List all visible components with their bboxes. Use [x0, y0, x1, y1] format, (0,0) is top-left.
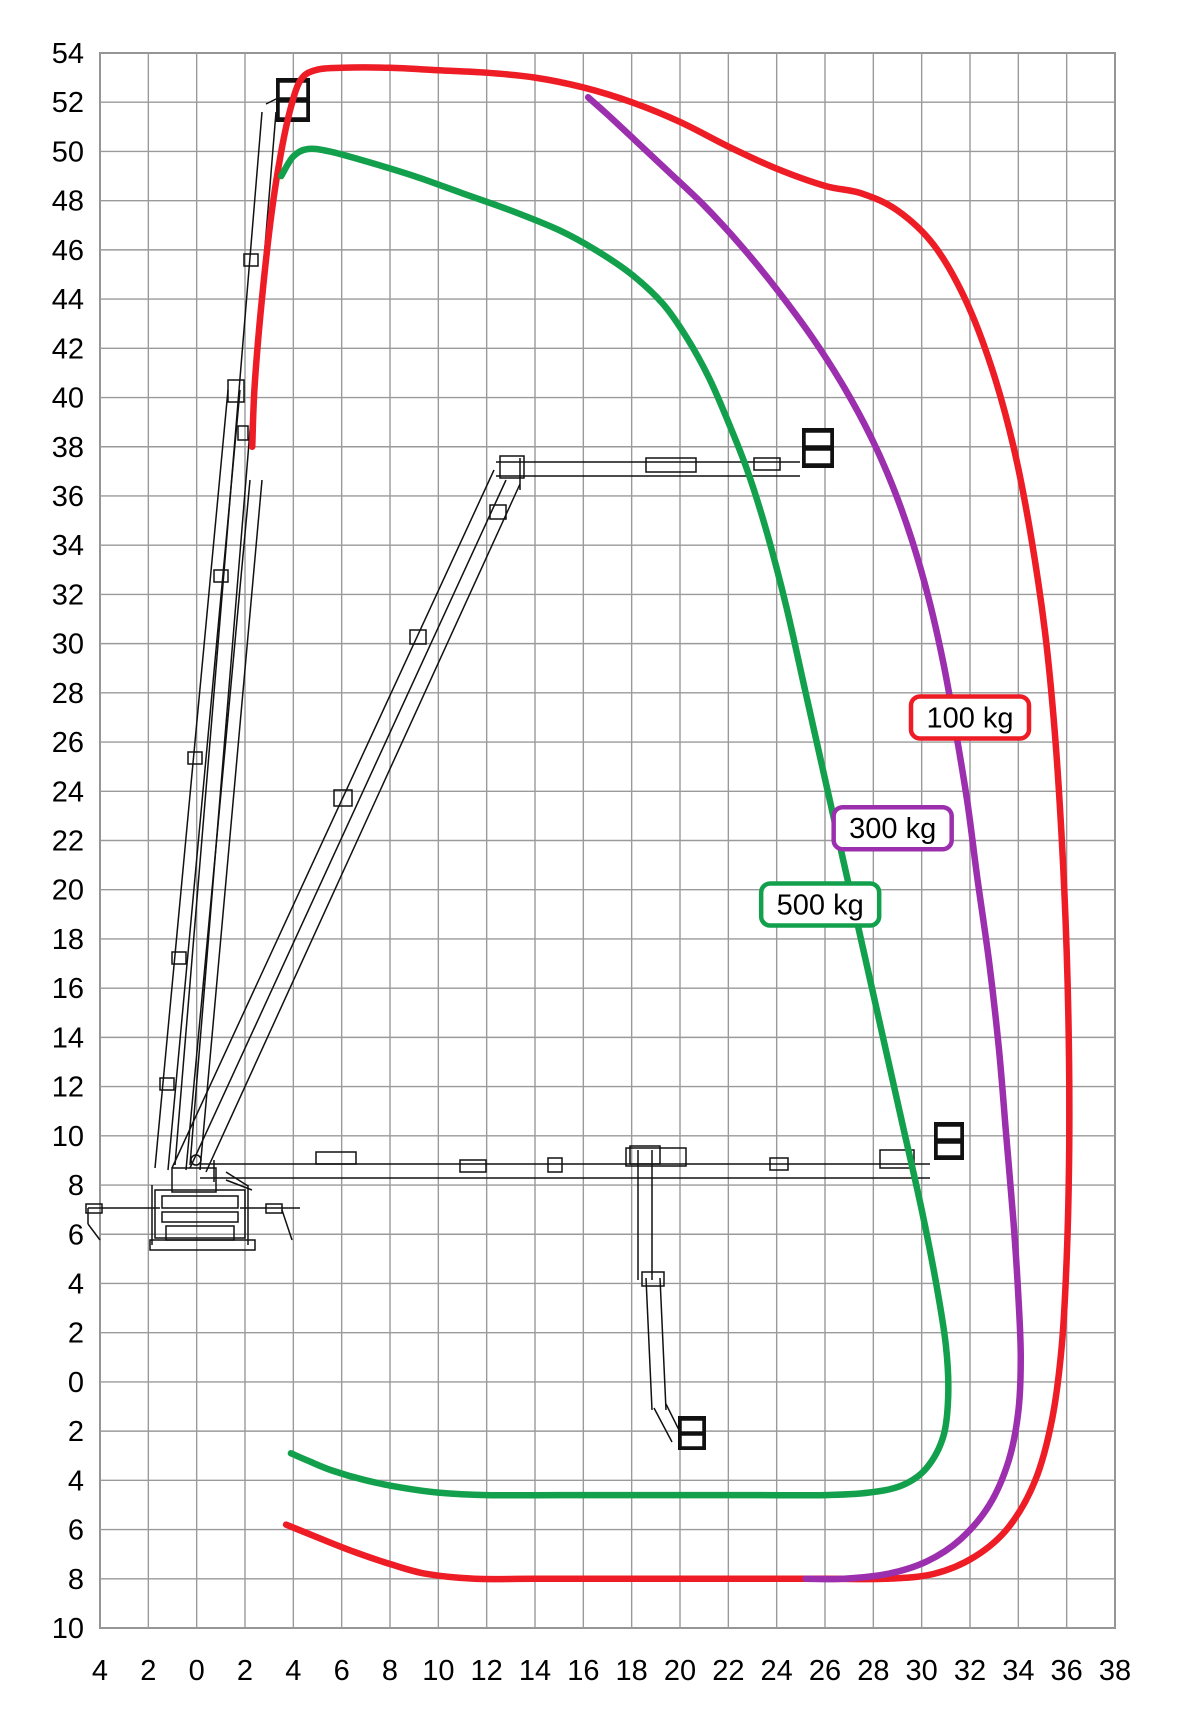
y-axis-tick-label: 52: [52, 87, 84, 119]
y-axis-tick-label: 24: [52, 776, 84, 808]
legend-label-500-kg: 500 kg: [777, 889, 864, 921]
load-curves: [249, 64, 1073, 1583]
x-axis-tick-label: 6: [334, 1655, 350, 1687]
y-axis-tick-label: 16: [52, 973, 84, 1005]
legend: 100 kg 300 kg 500 kg: [758, 694, 1032, 928]
y-axis-tick-label: 30: [52, 629, 84, 661]
y-axis-tick-label: 2: [68, 1416, 84, 1448]
y-axis-tick-label: 20: [52, 875, 84, 907]
x-axis-tick-label: 26: [809, 1655, 841, 1687]
load-curve-300-kg: [584, 94, 1024, 1583]
x-axis-tick-label: 8: [382, 1655, 398, 1687]
x-axis-tick-label: 2: [237, 1655, 253, 1687]
y-axis-tick-label: 42: [52, 333, 84, 365]
y-axis-tick-label: 36: [52, 481, 84, 513]
y-axis-tick-label: 46: [52, 235, 84, 267]
x-axis-tick-label: 2: [140, 1655, 156, 1687]
y-axis-tick-label: 48: [52, 186, 84, 218]
x-axis-tick-label: 12: [471, 1655, 503, 1687]
y-axis-tick-label: 12: [52, 1072, 84, 1104]
x-axis-tick-label: 10: [422, 1655, 454, 1687]
load-curve-500-kg: [278, 145, 952, 1499]
axis-tick-labels: 5452504846444240383634323028262422201816…: [52, 38, 1131, 1687]
machine-illustration-chassis: [85, 1154, 300, 1251]
y-axis-tick-label: 0: [68, 1367, 84, 1399]
x-axis-tick-label: 16: [567, 1655, 599, 1687]
x-axis-tick-label: 28: [857, 1655, 889, 1687]
load-curve-100-kg: [249, 64, 1073, 1583]
y-axis-tick-label: 54: [52, 38, 84, 70]
x-axis-tick-label: 30: [906, 1655, 938, 1687]
y-axis-tick-label: 44: [52, 284, 84, 316]
basket-mid-outline: [804, 431, 832, 465]
y-axis-tick-label: 10: [52, 1613, 84, 1645]
x-axis-tick-label: 36: [1051, 1655, 1083, 1687]
x-axis-tick-label: 38: [1099, 1655, 1131, 1687]
x-axis-tick-label: 24: [761, 1655, 793, 1687]
y-axis-tick-label: 28: [52, 678, 84, 710]
y-axis-tick-label: 50: [52, 136, 84, 168]
y-axis-tick-label: 6: [68, 1219, 84, 1251]
legend-box-300-kg: [831, 804, 954, 852]
x-axis-tick-label: 20: [664, 1655, 696, 1687]
legend-label-300-kg: 300 kg: [849, 813, 936, 845]
x-axis-tick-label: 4: [285, 1655, 301, 1687]
y-axis-tick-label: 40: [52, 383, 84, 415]
machine-illustration-low: [200, 1147, 930, 1191]
y-axis-tick-label: 38: [52, 432, 84, 464]
y-axis-tick-label: 2: [68, 1318, 84, 1350]
machine-illustration-raised: [154, 111, 277, 1171]
y-axis-tick-label: 4: [68, 1268, 84, 1300]
y-axis-tick-label: 32: [52, 579, 84, 611]
x-axis-tick-label: 4: [92, 1655, 108, 1687]
basket-low-outline: [936, 1125, 962, 1157]
x-axis-tick-label: 18: [616, 1655, 648, 1687]
y-axis-tick-label: 8: [68, 1564, 84, 1596]
machine-illustration-below-grade: [629, 1145, 683, 1443]
x-axis-tick-label: 32: [954, 1655, 986, 1687]
y-axis-tick-label: 26: [52, 727, 84, 759]
y-axis-tick-label: 22: [52, 826, 84, 858]
legend-box-100-kg: [908, 694, 1032, 741]
y-axis-tick-label: 10: [52, 1121, 84, 1153]
x-axis-tick-label: 34: [1002, 1655, 1034, 1687]
y-axis-tick-label: 18: [52, 924, 84, 956]
basket-below-outline: [680, 1419, 704, 1448]
x-axis-tick-label: 14: [519, 1655, 551, 1687]
legend-box-500-kg: [758, 881, 882, 928]
legend-label-100-kg: 100 kg: [926, 702, 1013, 734]
y-axis-tick-label: 8: [68, 1170, 84, 1202]
x-axis-tick-label: 22: [712, 1655, 744, 1687]
y-axis-tick-label: 4: [68, 1465, 84, 1497]
x-axis-tick-label: 0: [189, 1655, 205, 1687]
y-axis-tick-label: 14: [52, 1022, 84, 1054]
y-axis-tick-label: 6: [68, 1515, 84, 1547]
y-axis-tick-label: 34: [52, 530, 84, 562]
